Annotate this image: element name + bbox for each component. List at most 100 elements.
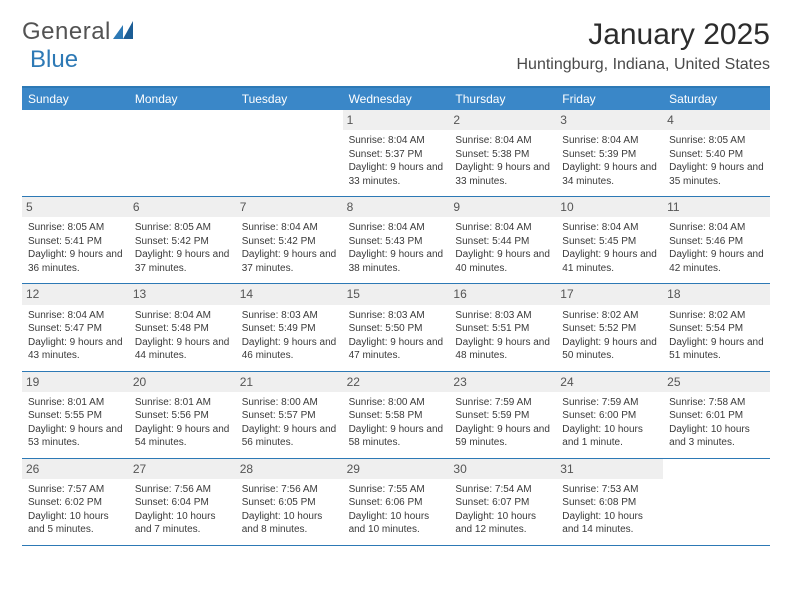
sunset-text: Sunset: 5:55 PM bbox=[28, 409, 123, 423]
daylight-text: Daylight: 9 hours and 54 minutes. bbox=[135, 423, 230, 450]
sunrise-text: Sunrise: 8:05 AM bbox=[28, 221, 123, 235]
daylight-text: Daylight: 9 hours and 40 minutes. bbox=[455, 248, 550, 275]
daylight-text: Daylight: 9 hours and 42 minutes. bbox=[669, 248, 764, 275]
sunset-text: Sunset: 5:49 PM bbox=[242, 322, 337, 336]
calendar-cell: 28Sunrise: 7:56 AMSunset: 6:05 PMDayligh… bbox=[236, 459, 343, 546]
sunrise-text: Sunrise: 7:54 AM bbox=[455, 483, 550, 497]
calendar-body: 1Sunrise: 8:04 AMSunset: 5:37 PMDaylight… bbox=[22, 110, 770, 546]
sunset-text: Sunset: 5:54 PM bbox=[669, 322, 764, 336]
calendar-cell: 14 Sunrise: 8:03 AMSunset: 5:49 PMDayligh… bbox=[236, 284, 343, 371]
calendar-cell: 30Sunrise: 7:54 AMSunset: 6:07 PMDayligh… bbox=[449, 459, 556, 546]
sunset-text: Sunset: 5:39 PM bbox=[562, 148, 657, 162]
calendar-cell: 19Sunrise: 8:01 AMSunset: 5:55 PMDayligh… bbox=[22, 372, 129, 459]
sunset-text: Sunset: 6:04 PM bbox=[135, 496, 230, 510]
calendar-cell: 2Sunrise: 8:04 AMSunset: 5:38 PMDaylight… bbox=[449, 110, 556, 197]
calendar-cell: 24Sunrise: 7:59 AMSunset: 6:00 PMDayligh… bbox=[556, 372, 663, 459]
daylight-text: Daylight: 9 hours and 47 minutes. bbox=[349, 336, 444, 363]
sunrise-text: Sunrise: 8:03 AM bbox=[455, 309, 550, 323]
day-number: 10 bbox=[556, 197, 663, 217]
daylight-text: Daylight: 9 hours and 56 minutes. bbox=[242, 423, 337, 450]
calendar-cell: 10Sunrise: 8:04 AMSunset: 5:45 PMDayligh… bbox=[556, 197, 663, 284]
sunrise-text: Sunrise: 8:04 AM bbox=[669, 221, 764, 235]
day-number: 9 bbox=[449, 197, 556, 217]
sunrise-text: Sunrise: 8:03 AM bbox=[349, 309, 444, 323]
day-number: 12 bbox=[22, 284, 129, 304]
sunset-text: Sunset: 5:45 PM bbox=[562, 235, 657, 249]
calendar-cell: 9Sunrise: 8:04 AMSunset: 5:44 PMDaylight… bbox=[449, 197, 556, 284]
day-number: 21 bbox=[236, 372, 343, 392]
header: General January 2025 Huntingburg, Indian… bbox=[22, 18, 770, 74]
page: General January 2025 Huntingburg, Indian… bbox=[0, 0, 792, 564]
daylight-text: Daylight: 9 hours and 35 minutes. bbox=[669, 161, 764, 188]
daylight-text: Daylight: 9 hours and 38 minutes. bbox=[349, 248, 444, 275]
sunset-text: Sunset: 5:42 PM bbox=[135, 235, 230, 249]
sunrise-text: Sunrise: 8:04 AM bbox=[562, 221, 657, 235]
logo-text-blue: Blue bbox=[30, 46, 78, 74]
calendar-cell: 16Sunrise: 8:03 AMSunset: 5:51 PMDayligh… bbox=[449, 284, 556, 371]
calendar-cell: 1Sunrise: 8:04 AMSunset: 5:37 PMDaylight… bbox=[343, 110, 450, 197]
sunrise-text: Sunrise: 8:04 AM bbox=[28, 309, 123, 323]
month-title: January 2025 bbox=[517, 18, 771, 52]
daylight-text: Daylight: 9 hours and 46 minutes. bbox=[242, 336, 337, 363]
calendar-cell bbox=[22, 110, 129, 197]
calendar-cell: 3Sunrise: 8:04 AMSunset: 5:39 PMDaylight… bbox=[556, 110, 663, 197]
sunset-text: Sunset: 6:07 PM bbox=[455, 496, 550, 510]
calendar-cell: 18Sunrise: 8:02 AMSunset: 5:54 PMDayligh… bbox=[663, 284, 770, 371]
daylight-text: Daylight: 10 hours and 8 minutes. bbox=[242, 510, 337, 537]
sunset-text: Sunset: 5:43 PM bbox=[349, 235, 444, 249]
day-number: 13 bbox=[129, 284, 236, 304]
sunset-text: Sunset: 6:02 PM bbox=[28, 496, 123, 510]
calendar-cell: 26Sunrise: 7:57 AMSunset: 6:02 PMDayligh… bbox=[22, 459, 129, 546]
weekday-label: Monday bbox=[129, 88, 236, 110]
sunset-text: Sunset: 5:47 PM bbox=[28, 322, 123, 336]
daylight-text: Daylight: 10 hours and 3 minutes. bbox=[669, 423, 764, 450]
title-block: January 2025 Huntingburg, Indiana, Unite… bbox=[517, 18, 771, 74]
day-number: 8 bbox=[343, 197, 450, 217]
day-number: 14 bbox=[236, 284, 343, 304]
calendar-cell: 23Sunrise: 7:59 AMSunset: 5:59 PMDayligh… bbox=[449, 372, 556, 459]
calendar-cell bbox=[129, 110, 236, 197]
calendar-cell: 7Sunrise: 8:04 AMSunset: 5:42 PMDaylight… bbox=[236, 197, 343, 284]
day-number: 11 bbox=[663, 197, 770, 217]
daylight-text: Daylight: 10 hours and 14 minutes. bbox=[562, 510, 657, 537]
day-number: 20 bbox=[129, 372, 236, 392]
calendar-cell: 31Sunrise: 7:53 AMSunset: 6:08 PMDayligh… bbox=[556, 459, 663, 546]
weekday-label: Tuesday bbox=[236, 88, 343, 110]
sunset-text: Sunset: 5:40 PM bbox=[669, 148, 764, 162]
sunset-text: Sunset: 5:44 PM bbox=[455, 235, 550, 249]
day-number: 26 bbox=[22, 459, 129, 479]
calendar-cell: 21Sunrise: 8:00 AMSunset: 5:57 PMDayligh… bbox=[236, 372, 343, 459]
day-number: 22 bbox=[343, 372, 450, 392]
sunrise-text: Sunrise: 7:58 AM bbox=[669, 396, 764, 410]
sunset-text: Sunset: 5:59 PM bbox=[455, 409, 550, 423]
sunset-text: Sunset: 5:57 PM bbox=[242, 409, 337, 423]
day-number: 1 bbox=[343, 110, 450, 130]
daylight-text: Daylight: 10 hours and 7 minutes. bbox=[135, 510, 230, 537]
day-number: 29 bbox=[343, 459, 450, 479]
sunset-text: Sunset: 6:01 PM bbox=[669, 409, 764, 423]
daylight-text: Daylight: 9 hours and 43 minutes. bbox=[28, 336, 123, 363]
calendar-cell: 25 Sunrise: 7:58 AMSunset: 6:01 PMDayligh… bbox=[663, 372, 770, 459]
daylight-text: Daylight: 9 hours and 48 minutes. bbox=[455, 336, 550, 363]
daylight-text: Daylight: 9 hours and 44 minutes. bbox=[135, 336, 230, 363]
sunset-text: Sunset: 6:00 PM bbox=[562, 409, 657, 423]
day-number: 2 bbox=[449, 110, 556, 130]
logo-text-general: General bbox=[22, 18, 111, 46]
sunrise-text: Sunrise: 8:03 AM bbox=[242, 309, 337, 323]
sunrise-text: Sunrise: 7:53 AM bbox=[562, 483, 657, 497]
sunrise-text: Sunrise: 8:04 AM bbox=[349, 221, 444, 235]
sunset-text: Sunset: 5:38 PM bbox=[455, 148, 550, 162]
day-number: 7 bbox=[236, 197, 343, 217]
weekday-label: Sunday bbox=[22, 88, 129, 110]
weekday-label: Friday bbox=[556, 88, 663, 110]
day-number: 25 bbox=[663, 372, 770, 392]
sunset-text: Sunset: 5:56 PM bbox=[135, 409, 230, 423]
sunset-text: Sunset: 5:58 PM bbox=[349, 409, 444, 423]
sunrise-text: Sunrise: 8:05 AM bbox=[135, 221, 230, 235]
day-number: 4 bbox=[663, 110, 770, 130]
sunrise-text: Sunrise: 7:56 AM bbox=[242, 483, 337, 497]
day-number: 24 bbox=[556, 372, 663, 392]
sunset-text: Sunset: 5:41 PM bbox=[28, 235, 123, 249]
calendar-cell: 4Sunrise: 8:05 AMSunset: 5:40 PMDaylight… bbox=[663, 110, 770, 197]
calendar-cell: 29Sunrise: 7:55 AMSunset: 6:06 PMDayligh… bbox=[343, 459, 450, 546]
